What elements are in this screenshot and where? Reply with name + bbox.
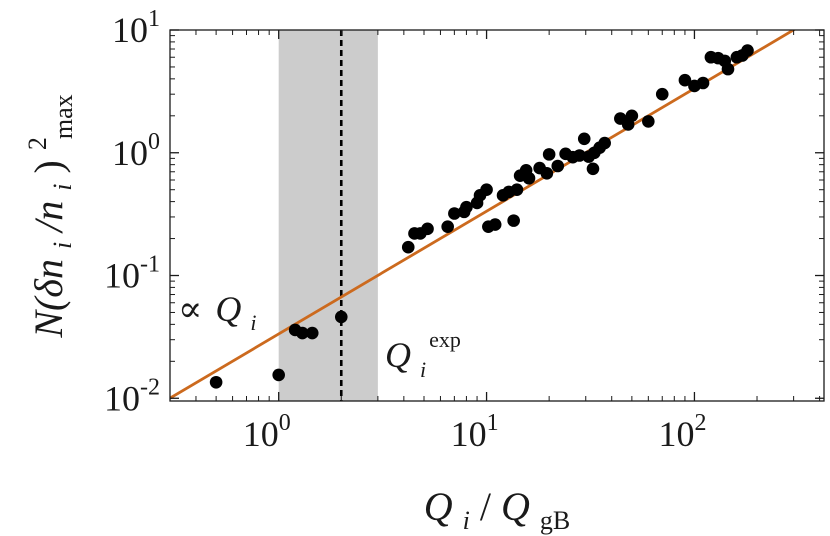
data-point: [598, 136, 611, 150]
proportional-sub: i: [250, 310, 256, 335]
data-point: [401, 240, 415, 254]
xlabel-sub2: gB: [540, 506, 570, 535]
y-tick-exp: 0: [148, 129, 160, 155]
ylabel-sub3: max: [49, 94, 78, 139]
xlabel-slash: /: [480, 484, 492, 529]
y-tick-base: 10: [104, 256, 140, 296]
data-point: [507, 214, 520, 227]
data-point: [540, 167, 554, 180]
data-point: [448, 207, 461, 220]
shaded-region: [278, 30, 378, 401]
data-point: [741, 44, 754, 57]
data-point: [488, 218, 502, 231]
x-tick-exp: 0: [279, 410, 291, 436]
y-tick-exp: -2: [140, 374, 160, 400]
data-point: [296, 326, 309, 340]
fit-line: [170, 30, 797, 400]
ylabel-mid: /n: [26, 201, 71, 234]
data-point: [551, 159, 565, 173]
data-point: [460, 200, 473, 214]
y-tick-label: 10-1: [104, 252, 160, 296]
data-point: [573, 149, 586, 162]
qexp-sup: exp: [429, 327, 461, 352]
data-point: [305, 326, 319, 340]
x-tick-base: 10: [243, 414, 279, 454]
data-point: [655, 87, 669, 101]
qexp-sub: i: [420, 357, 426, 382]
data-point: [542, 148, 556, 161]
xlabel-q2: Q: [501, 484, 530, 529]
y-tick-label: 10-2: [104, 374, 160, 418]
xlabel-q1: Q: [424, 484, 453, 529]
x-tick-label: 102: [658, 410, 706, 454]
data-point: [522, 171, 536, 185]
x-tick-base: 10: [451, 414, 487, 454]
x-axis-label: Q i / Q gB: [424, 484, 570, 536]
ylabel-sup: 2: [23, 137, 52, 150]
data-point: [209, 375, 223, 389]
x-tick-exp: 2: [694, 410, 706, 436]
data-point: [421, 222, 434, 236]
data-point: [510, 183, 524, 197]
data-point: [721, 62, 735, 76]
x-tick-label: 101: [451, 410, 499, 454]
x-tick-label: 100: [243, 410, 291, 454]
data-point: [480, 183, 493, 197]
y-tick-label: 101: [112, 6, 160, 50]
data-point: [334, 310, 348, 324]
annotation-qexp: Q i exp: [385, 327, 461, 385]
annotation-proportional: ∝ Q i: [178, 289, 257, 335]
data-point: [577, 132, 591, 146]
ylabel-pre: N(δn: [26, 259, 71, 339]
x-tick-exp: 1: [487, 410, 499, 436]
qexp-q: Q: [385, 335, 411, 375]
y-tick-label: 100: [112, 129, 160, 173]
ylabel-sub2: i: [48, 183, 77, 190]
x-tick-base: 10: [658, 414, 694, 454]
xlabel-sub1: i: [463, 506, 470, 535]
data-point: [272, 368, 285, 382]
proportional-q: Q: [215, 289, 241, 329]
y-axis-label: N(δn i /n i ) 2 max: [10, 94, 80, 338]
data-point: [642, 115, 655, 128]
plot-frame: [169, 29, 825, 402]
data-point: [678, 73, 692, 87]
data-point: [696, 76, 710, 90]
data-point: [441, 220, 454, 233]
y-tick-base: 10: [112, 133, 148, 173]
ylabel-post: ): [26, 160, 71, 173]
y-tick-exp: 1: [148, 6, 160, 32]
ylabel-sub1: i: [48, 242, 77, 249]
proportional-symbol: ∝: [178, 289, 202, 329]
y-tick-exp: -1: [140, 252, 160, 278]
data-point: [625, 109, 639, 123]
y-tick-base: 10: [104, 378, 140, 418]
data-point: [586, 162, 600, 176]
y-tick-base: 10: [112, 10, 148, 50]
